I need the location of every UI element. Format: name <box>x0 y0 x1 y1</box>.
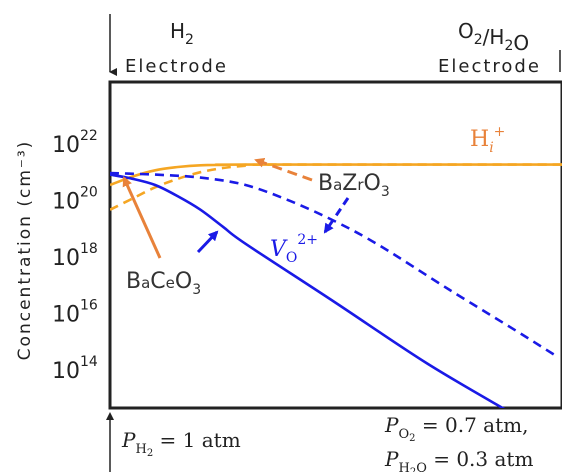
bottom-right-ph2o: PH2O = 0.3 atm <box>384 447 533 472</box>
annotation-vo2plus: VO2+ <box>270 232 318 266</box>
annotation-baceo3: BaCeO3 <box>126 269 201 298</box>
o2-h2o-electrode-word: Electrode <box>438 56 541 77</box>
y-tick-label: 1014 <box>52 354 98 384</box>
y-axis-label: Concentration (cm⁻³) <box>15 140 35 361</box>
series-line-1 <box>110 163 562 211</box>
y-tick-label: 1018 <box>52 241 98 271</box>
plot-frame <box>108 80 562 410</box>
h2-electrode-word: Electrode <box>125 56 228 77</box>
series-line-3 <box>110 171 559 358</box>
arrow-bazro3 <box>254 157 313 182</box>
series-layer <box>110 163 562 408</box>
bottom-left-ph2: PH2 = 1 atm <box>121 428 241 459</box>
bottom-right-po2: PO2 = 0.7 atm, <box>384 413 528 444</box>
y-tick-label: 1016 <box>52 298 98 328</box>
arrow-bazro3-to-vo-dashed <box>323 197 350 234</box>
y-tick-label: 1022 <box>52 128 98 158</box>
annotation-hi-plus: Hi+ <box>470 124 505 156</box>
y-axis-ticks: 1014 1016 1018 1020 1022 <box>52 128 98 384</box>
series-line-2 <box>110 173 506 408</box>
h2-electrode-species: H2 <box>170 19 194 48</box>
top-electrode-labels: H2 Electrode O2/H2O Electrode <box>109 14 561 77</box>
annotation-bazro3: BaZrO3 <box>318 171 390 200</box>
y-tick-label: 1020 <box>52 185 98 215</box>
arrow-baceo3-to-vo <box>196 230 219 254</box>
bottom-pressure-labels: PH2 = 1 atm PO2 = 0.7 atm, PH2O = 0.3 at… <box>106 412 533 472</box>
arrow-baceo3-to-hi <box>122 176 162 259</box>
o2-h2o-electrode-species: O2/H2O <box>458 19 529 55</box>
